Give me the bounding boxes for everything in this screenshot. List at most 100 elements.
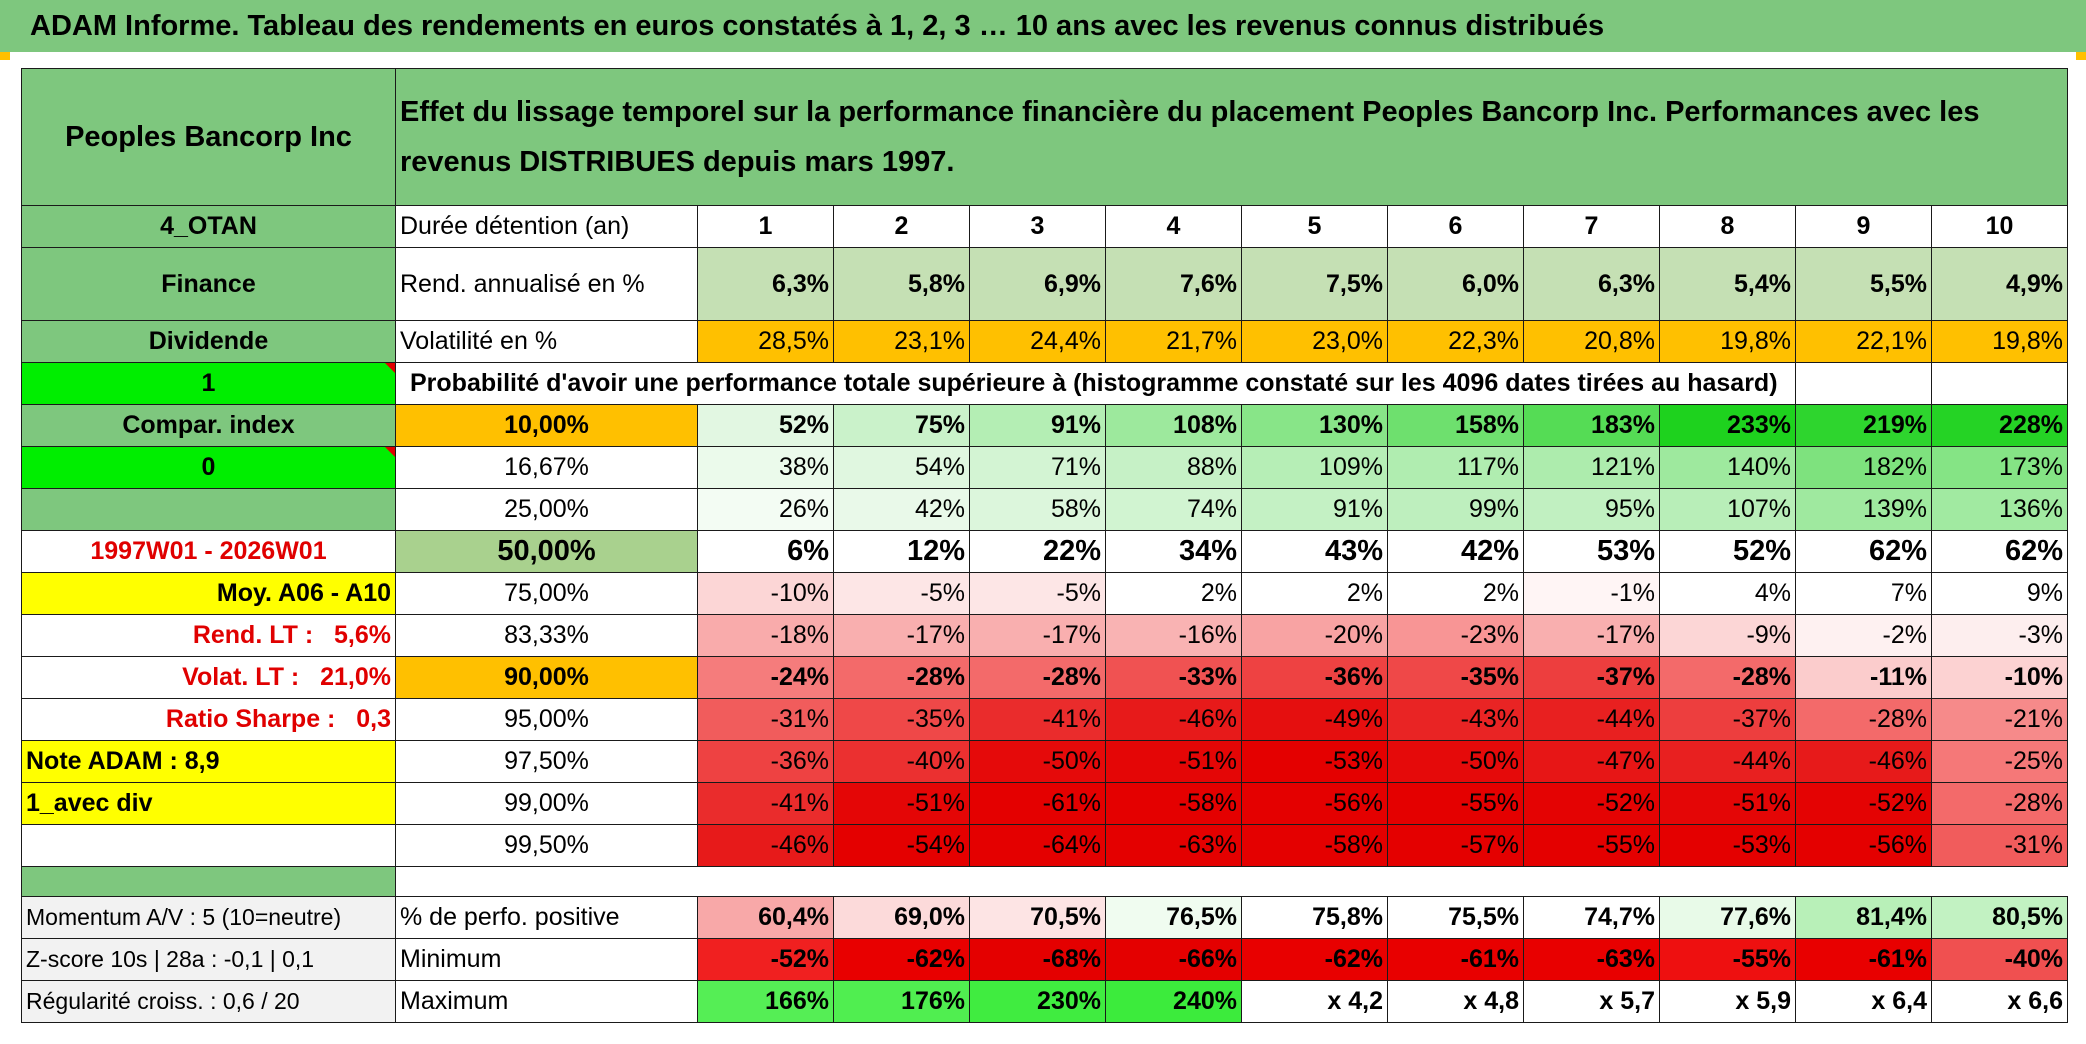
- minimum-value-4: -66%: [1105, 938, 1242, 981]
- empty-cell: [1931, 362, 2068, 405]
- quantile-0-value-10: 228%: [1931, 404, 2068, 447]
- corner-marker: [2076, 52, 2086, 60]
- quantile-6-value-5: -36%: [1241, 656, 1388, 699]
- quantile-label-1: 16,67%: [395, 446, 698, 489]
- minimum-value-9: -61%: [1795, 938, 1932, 981]
- quantile-6-value-3: -28%: [969, 656, 1106, 699]
- quantile-4-value-8: 4%: [1659, 572, 1796, 615]
- quantile-8-value-5: -53%: [1241, 740, 1388, 783]
- rend-value-2: 5,8%: [833, 247, 970, 321]
- dividend-cell: Dividende: [21, 320, 396, 363]
- quantile-10-value-7: -55%: [1523, 824, 1660, 867]
- volat-value-8: 19,8%: [1659, 320, 1796, 363]
- duration-4: 4: [1105, 205, 1242, 248]
- volat-value-3: 24,4%: [969, 320, 1106, 363]
- rend-value-5: 7,5%: [1241, 247, 1388, 321]
- quantile-label-8: 97,50%: [395, 740, 698, 783]
- minimum-value-6: -61%: [1387, 938, 1524, 981]
- table-body: Peoples Bancorp Inc Effet du lissage tem…: [21, 68, 2068, 1023]
- quantile-4-value-2: -5%: [833, 572, 970, 615]
- quantile-10-value-4: -63%: [1105, 824, 1242, 867]
- quantile-7-value-1: -31%: [697, 698, 834, 741]
- duration-10: 10: [1931, 205, 2068, 248]
- performance-table: Peoples Bancorp Inc Effet du lissage tem…: [21, 68, 2068, 1023]
- rend-label: Rend. annualisé en %: [395, 247, 698, 321]
- quantile-label-3: 50,00%: [395, 530, 698, 573]
- rend-value-6: 6,0%: [1387, 247, 1524, 321]
- rend-value-10: 4,9%: [1931, 247, 2068, 321]
- quantile-8-value-9: -46%: [1795, 740, 1932, 783]
- quantile-10-value-6: -57%: [1387, 824, 1524, 867]
- quantile-7-value-7: -44%: [1523, 698, 1660, 741]
- volat-value-5: 23,0%: [1241, 320, 1388, 363]
- quantile-6-value-1: -24%: [697, 656, 834, 699]
- quantile-8-value-1: -36%: [697, 740, 834, 783]
- quantile-6-value-10: -10%: [1931, 656, 2068, 699]
- report-title: ADAM Informe. Tableau des rendements en …: [0, 0, 2086, 52]
- quantile-7-value-2: -35%: [833, 698, 970, 741]
- quantile-10-value-3: -64%: [969, 824, 1106, 867]
- volat-value-10: 19,8%: [1931, 320, 2068, 363]
- volat-lt-label: Volat. LT :: [182, 663, 300, 691]
- rend-lt-value: 5,6%: [334, 621, 391, 649]
- quantile-5-value-8: -9%: [1659, 614, 1796, 657]
- maximum-value-7: x 5,7: [1523, 980, 1660, 1023]
- quantile-label-6: 90,00%: [395, 656, 698, 699]
- quantile-1-value-4: 88%: [1105, 446, 1242, 489]
- rend-value-1: 6,3%: [697, 247, 834, 321]
- duration-8: 8: [1659, 205, 1796, 248]
- quantile-7-value-3: -41%: [969, 698, 1106, 741]
- quantile-2-value-2: 42%: [833, 488, 970, 531]
- maximum-label: Maximum: [395, 980, 698, 1023]
- quantile-3-value-6: 42%: [1387, 530, 1524, 573]
- value-1-cell[interactable]: 1: [21, 362, 396, 405]
- quantile-1-value-9: 182%: [1795, 446, 1932, 489]
- quantile-2-value-7: 95%: [1523, 488, 1660, 531]
- quantile-5-value-7: -17%: [1523, 614, 1660, 657]
- quantile-5-value-6: -23%: [1387, 614, 1524, 657]
- quantile-5-value-5: -20%: [1241, 614, 1388, 657]
- duration-label: Durée détention (an): [395, 205, 698, 248]
- quantile-3-value-8: 52%: [1659, 530, 1796, 573]
- value-0-cell[interactable]: 0: [21, 446, 396, 489]
- probability-label: Probabilité d'avoir une performance tota…: [395, 362, 1796, 405]
- quantile-0-value-7: 183%: [1523, 404, 1660, 447]
- quantile-1-value-2: 54%: [833, 446, 970, 489]
- quantile-2-value-4: 74%: [1105, 488, 1242, 531]
- corner-marker: [0, 52, 10, 60]
- quantile-label-7: 95,00%: [395, 698, 698, 741]
- quantile-6-value-8: -28%: [1659, 656, 1796, 699]
- regularite-cell: Régularité croiss. : 0,6 / 20: [21, 980, 396, 1023]
- quantile-8-value-2: -40%: [833, 740, 970, 783]
- volat-value-6: 22,3%: [1387, 320, 1524, 363]
- maximum-value-1: 166%: [697, 980, 834, 1023]
- spacer-green-cell: [21, 866, 396, 897]
- sharpe-value: 0,3: [356, 705, 391, 733]
- minimum-label: Minimum: [395, 938, 698, 981]
- quantile-0-value-1: 52%: [697, 404, 834, 447]
- quantile-10-value-8: -53%: [1659, 824, 1796, 867]
- duration-5: 5: [1241, 205, 1388, 248]
- volat-value-4: 21,7%: [1105, 320, 1242, 363]
- quantile-0-value-8: 233%: [1659, 404, 1796, 447]
- quantile-9-value-4: -58%: [1105, 782, 1242, 825]
- quantile-label-2: 25,00%: [395, 488, 698, 531]
- blank-green-cell: [21, 488, 396, 531]
- quantile-7-value-6: -43%: [1387, 698, 1524, 741]
- quantile-7-value-10: -21%: [1931, 698, 2068, 741]
- quantile-3-value-1: 6%: [697, 530, 834, 573]
- quantile-8-value-4: -51%: [1105, 740, 1242, 783]
- quantile-0-value-9: 219%: [1795, 404, 1932, 447]
- empty-cell: [1795, 362, 1932, 405]
- minimum-value-2: -62%: [833, 938, 970, 981]
- quantile-6-value-2: -28%: [833, 656, 970, 699]
- maximum-value-4: 240%: [1105, 980, 1242, 1023]
- quantile-8-value-8: -44%: [1659, 740, 1796, 783]
- quantile-1-value-7: 121%: [1523, 446, 1660, 489]
- company-name-cell: Peoples Bancorp Inc: [21, 68, 396, 206]
- volat-lt-value: 21,0%: [320, 663, 391, 691]
- duration-2: 2: [833, 205, 970, 248]
- quantile-3-value-9: 62%: [1795, 530, 1932, 573]
- avec-div-cell: 1_avec div: [21, 782, 396, 825]
- quantile-label-0: 10,00%: [395, 404, 698, 447]
